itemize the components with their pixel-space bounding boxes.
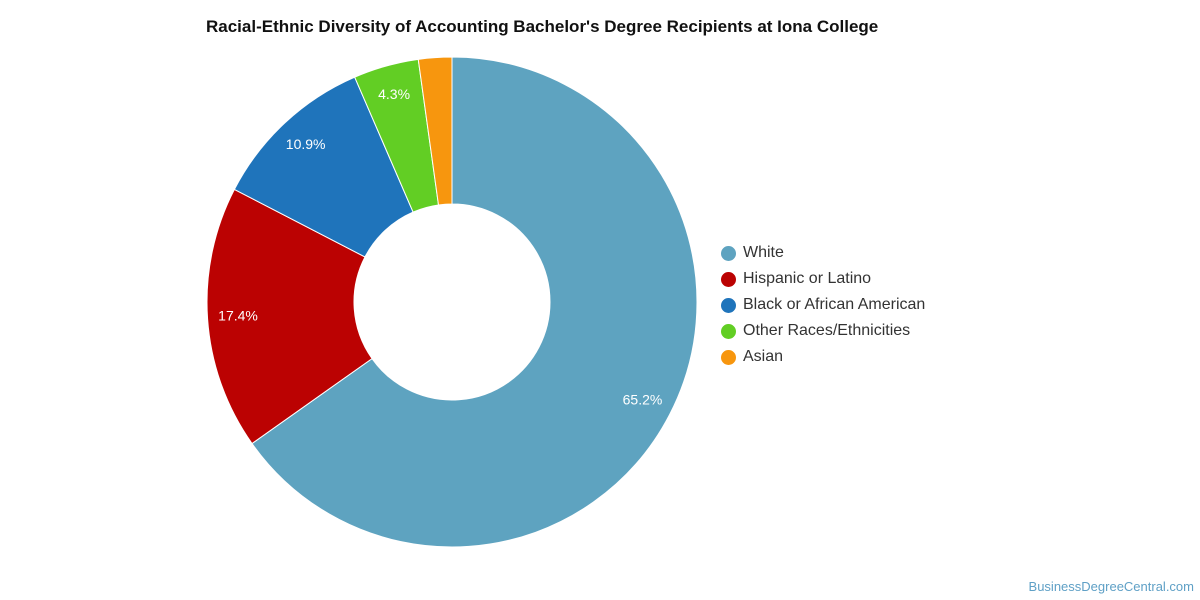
slice-hispanic-or-latino[interactable]: [206, 188, 373, 445]
legend-item-hispanic-or-latino[interactable]: Hispanic or Latino: [721, 266, 925, 292]
legend-item-other-races[interactable]: Other Races/Ethnicities: [721, 318, 925, 344]
legend-marker-other-races: [721, 323, 736, 339]
slice-asian[interactable]: [417, 56, 453, 206]
credit-link[interactable]: BusinessDegreeCentral.com: [1028, 579, 1194, 594]
slice-label-other-races-ethnicities: 4.3%: [378, 86, 410, 102]
donut-slices: [206, 56, 698, 548]
legend-marker-asian: [721, 349, 736, 365]
legend-marker-hispanic-or-latino: [721, 271, 736, 287]
slice-label-hispanic-or-latino: 17.4%: [218, 308, 258, 324]
slice-label-black-or-african-american: 10.9%: [286, 136, 326, 152]
slice-labels: 65.2% 17.4% 10.9% 4.3%: [218, 86, 662, 407]
chart-title: Racial-Ethnic Diversity of Accounting Ba…: [206, 17, 879, 36]
legend-label-black-or-african-american: Black or African American: [743, 296, 926, 313]
legend-item-white[interactable]: White: [721, 240, 925, 266]
slice-white[interactable]: [251, 56, 698, 548]
legend-item-asian[interactable]: Asian: [721, 344, 925, 370]
legend-label-asian: Asian: [743, 348, 784, 365]
legend-label-other-races: Other Races/Ethnicities: [743, 322, 911, 339]
legend-marker-black-or-african-american: [721, 297, 736, 313]
legend-label-white: White: [743, 244, 784, 261]
legend-label-hispanic-or-latino: Hispanic or Latino: [743, 270, 872, 287]
legend: White Hispanic or Latino Black or Africa…: [721, 240, 925, 370]
legend-marker-white: [721, 245, 736, 261]
legend-item-black-or-african-american[interactable]: Black or African American: [721, 292, 925, 318]
slice-label-white: 65.2%: [623, 391, 663, 407]
